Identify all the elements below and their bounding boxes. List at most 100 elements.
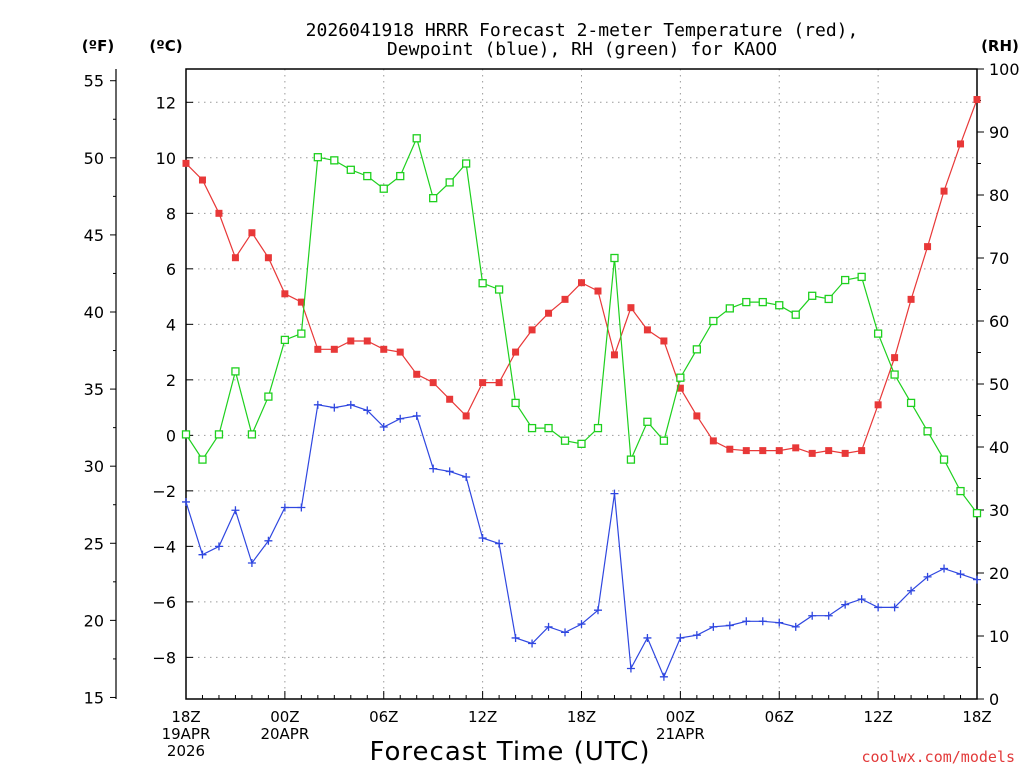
- time-tick-label: 18Z: [962, 708, 991, 726]
- temperature-point: [775, 447, 783, 455]
- dewpoint-point: [346, 400, 355, 409]
- time-tick-label: 00Z: [666, 708, 695, 726]
- dewpoint-point: [412, 411, 421, 420]
- celsius-tick-label: 12: [156, 93, 176, 112]
- temperature-point: [231, 254, 239, 262]
- celsius-axis: −8 −6 −4 −2 0 2 4 6 8 10 12: [152, 93, 193, 667]
- temperature-point: [808, 449, 816, 457]
- rh-point: [297, 329, 306, 338]
- dewpoint-point: [841, 600, 850, 609]
- rh-point: [511, 398, 520, 408]
- temperature-point: [512, 348, 520, 356]
- time-tick-label: 21APR: [656, 725, 705, 743]
- dewpoint-point: [495, 539, 504, 548]
- fahrenheit-tick-label: 35: [84, 380, 104, 399]
- dewpoint-point: [709, 622, 718, 631]
- rh-point: [709, 316, 718, 326]
- dewpoint-point: [890, 603, 899, 612]
- rh-point: [593, 423, 603, 433]
- temperature-point: [792, 444, 800, 452]
- time-tick-label: 18Z: [567, 708, 596, 726]
- dewpoint-point: [857, 595, 866, 604]
- dewpoint-point: [313, 400, 322, 409]
- time-tick-label: 06Z: [765, 708, 794, 726]
- temperature-point: [182, 159, 190, 167]
- rh-point: [330, 156, 339, 165]
- rh-point: [857, 272, 866, 282]
- temperature-point: [643, 326, 651, 334]
- celsius-tick-label: 2: [166, 371, 176, 390]
- temperature-point: [413, 370, 421, 378]
- celsius-tick-label: −6: [152, 593, 176, 612]
- dewpoint-point: [280, 503, 289, 512]
- rh-point: [247, 430, 257, 439]
- rh-point: [659, 436, 669, 445]
- temperature-point: [347, 337, 355, 345]
- celsius-tick-label: 10: [156, 149, 176, 168]
- rh-tick-label: 30: [989, 501, 1009, 520]
- temperature-point: [429, 379, 437, 387]
- temperature-point: [825, 447, 833, 455]
- rh-point: [923, 427, 932, 436]
- series-layer: [181, 96, 982, 681]
- fahrenheit-tick-label: 25: [84, 534, 104, 553]
- temperature-point: [396, 348, 404, 356]
- x-axis-title: Forecast Time (UTC): [369, 737, 650, 767]
- time-tick-label: 12Z: [468, 708, 497, 726]
- rh-point: [231, 367, 240, 376]
- dewpoint-point: [643, 633, 652, 642]
- rh-point: [280, 335, 290, 345]
- rh-point: [445, 178, 454, 187]
- temperature-point: [363, 337, 371, 345]
- dewpoint-point: [956, 570, 965, 579]
- rh-point: [956, 486, 965, 496]
- rh-point: [626, 455, 636, 464]
- time-tick-label: 12Z: [863, 708, 892, 726]
- temperature-point: [924, 243, 932, 251]
- rh-point: [379, 184, 388, 193]
- chart-title-line-2: Dewpoint (blue), RH (green) for KAOO: [387, 39, 777, 60]
- dewpoint-point: [462, 472, 471, 481]
- chart-title-line-1: 2026041918 HRRR Forecast 2-meter Tempera…: [306, 20, 859, 41]
- dewpoint-point: [973, 575, 981, 584]
- celsius-tick-label: −4: [152, 537, 176, 556]
- rh-axis: 0 10 20 30 40 50 60 70 80 90 100: [977, 60, 1020, 709]
- dewpoint-point: [198, 550, 207, 559]
- rh-point: [906, 398, 916, 408]
- rh-point: [346, 165, 355, 174]
- temperature-point: [874, 401, 882, 409]
- temperature-point: [660, 337, 668, 345]
- dewpoint-point: [379, 423, 388, 432]
- temperature-point: [446, 395, 454, 403]
- dewpoint-point: [758, 617, 767, 626]
- temperature-point: [610, 351, 618, 359]
- celsius-tick-label: 4: [166, 315, 176, 334]
- rh-point: [742, 297, 751, 307]
- dewpoint-point: [940, 564, 949, 573]
- dewpoint-point: [593, 606, 602, 615]
- temperature-point: [594, 287, 602, 295]
- temperature-point: [957, 140, 965, 148]
- rh-tick-label: 50: [989, 375, 1009, 394]
- temperature-point: [676, 384, 684, 392]
- dewpoint-point: [264, 536, 273, 545]
- temperature-point: [528, 326, 536, 334]
- temperature-point: [973, 96, 981, 104]
- rh-point: [643, 417, 652, 426]
- rh-tick-label: 10: [989, 627, 1009, 646]
- fahrenheit-tick-label: 15: [84, 688, 104, 707]
- rh-point: [775, 301, 784, 310]
- rh-point: [725, 304, 734, 313]
- time-tick-label: 20APR: [260, 725, 309, 743]
- temperature-point: [907, 295, 915, 303]
- dewpoint-point: [923, 572, 932, 581]
- celsius-tick-label: 6: [166, 260, 176, 279]
- rh-line: [185, 136, 978, 514]
- temperature-point: [215, 209, 223, 217]
- temperature-point: [479, 379, 487, 387]
- temperature-point: [297, 298, 305, 306]
- dewpoint-point: [429, 464, 438, 473]
- dewpoint-point: [808, 611, 817, 620]
- dewpoint-point: [561, 628, 570, 637]
